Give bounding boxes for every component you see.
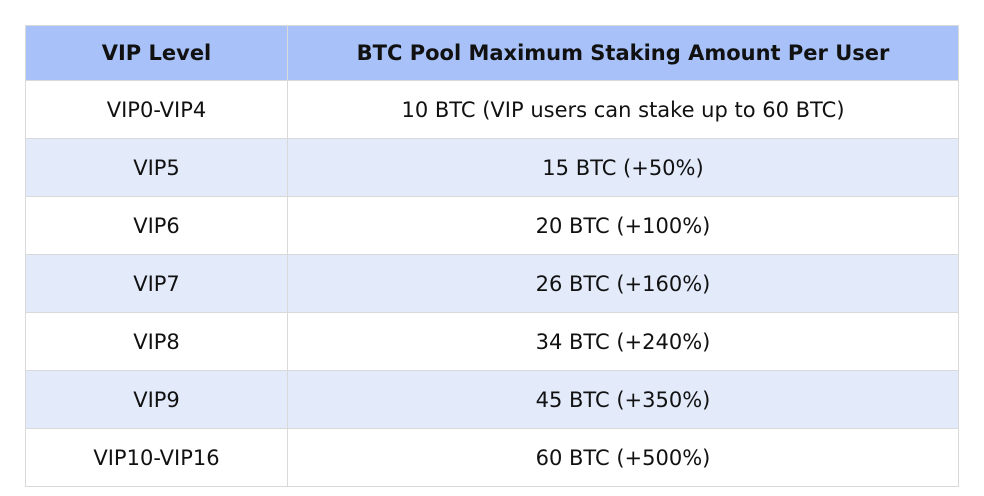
table-cell: VIP8: [25, 312, 288, 371]
table-cell: VIP9: [25, 370, 288, 429]
header-cell: BTC Pool Maximum Staking Amount Per User: [287, 25, 959, 81]
header-cell: VIP Level: [25, 25, 288, 81]
table-cell: VIP5: [25, 138, 288, 197]
header-row: VIP Level BTC Pool Maximum Staking Amoun…: [25, 25, 959, 81]
table-row: VIP0-VIP4 10 BTC (VIP users can stake up …: [25, 80, 959, 139]
table-cell: 20 BTC (+100%): [287, 196, 959, 255]
table-row: VIP10-VIP16 60 BTC (+500%): [25, 428, 959, 487]
table-cell: 10 BTC (VIP users can stake up to 60 BTC…: [287, 80, 959, 139]
table-cell: VIP0-VIP4: [25, 80, 288, 139]
table-row: VIP6 20 BTC (+100%): [25, 196, 959, 255]
table-row: VIP5 15 BTC (+50%): [25, 138, 959, 197]
table-cell: 60 BTC (+500%): [287, 428, 959, 487]
table-cell: 15 BTC (+50%): [287, 138, 959, 197]
staking-table: VIP Level BTC Pool Maximum Staking Amoun…: [25, 25, 959, 487]
table-body: VIP0-VIP4 10 BTC (VIP users can stake up …: [25, 80, 959, 487]
table-cell: 26 BTC (+160%): [287, 254, 959, 313]
table-row: VIP9 45 BTC (+350%): [25, 370, 959, 429]
table-cell: VIP7: [25, 254, 288, 313]
table-cell: VIP6: [25, 196, 288, 255]
table-cell: 45 BTC (+350%): [287, 370, 959, 429]
table-cell: 34 BTC (+240%): [287, 312, 959, 371]
table-row: VIP7 26 BTC (+160%): [25, 254, 959, 313]
table-cell: VIP10-VIP16: [25, 428, 288, 487]
table-row: VIP8 34 BTC (+240%): [25, 312, 959, 371]
